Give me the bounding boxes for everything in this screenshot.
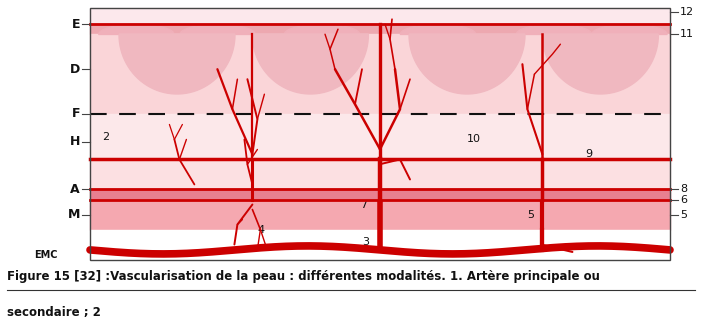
Bar: [90, 8, 670, 24]
Text: 3: 3: [362, 237, 369, 247]
Polygon shape: [400, 24, 476, 34]
Text: 5: 5: [680, 210, 687, 220]
Bar: [90, 159, 670, 189]
Text: 12: 12: [680, 7, 694, 17]
Polygon shape: [592, 24, 667, 34]
Text: H: H: [69, 135, 80, 148]
Text: secondaire ; 2: secondaire ; 2: [7, 306, 101, 319]
Text: EMC: EMC: [34, 250, 58, 260]
Bar: [90, 114, 670, 159]
Polygon shape: [99, 24, 174, 34]
Polygon shape: [180, 24, 256, 34]
Bar: [90, 189, 670, 199]
Text: 4: 4: [258, 224, 265, 234]
Text: 2: 2: [102, 132, 109, 142]
Text: A: A: [70, 183, 80, 196]
Bar: [90, 24, 670, 34]
Text: E: E: [72, 18, 80, 31]
Text: 6: 6: [680, 194, 687, 204]
Polygon shape: [119, 34, 235, 94]
Polygon shape: [516, 24, 592, 34]
Text: D: D: [69, 63, 80, 76]
Text: F: F: [72, 107, 80, 120]
Text: 5: 5: [527, 210, 534, 220]
Bar: [90, 34, 670, 114]
Polygon shape: [543, 34, 658, 94]
Bar: [90, 199, 670, 230]
Text: 9: 9: [585, 150, 592, 160]
Polygon shape: [253, 34, 369, 94]
Bar: [90, 230, 670, 260]
Polygon shape: [284, 24, 359, 34]
Text: M: M: [67, 208, 80, 221]
Polygon shape: [409, 34, 525, 94]
Text: 7: 7: [360, 199, 367, 209]
Bar: [90, 8, 670, 260]
Text: 10: 10: [467, 134, 481, 144]
Text: Figure 15 [32] :Vascularisation de la peau : différentes modalités. 1. Artère pr: Figure 15 [32] :Vascularisation de la pe…: [7, 270, 600, 283]
Text: 8: 8: [680, 184, 687, 194]
Text: 11: 11: [680, 29, 694, 39]
